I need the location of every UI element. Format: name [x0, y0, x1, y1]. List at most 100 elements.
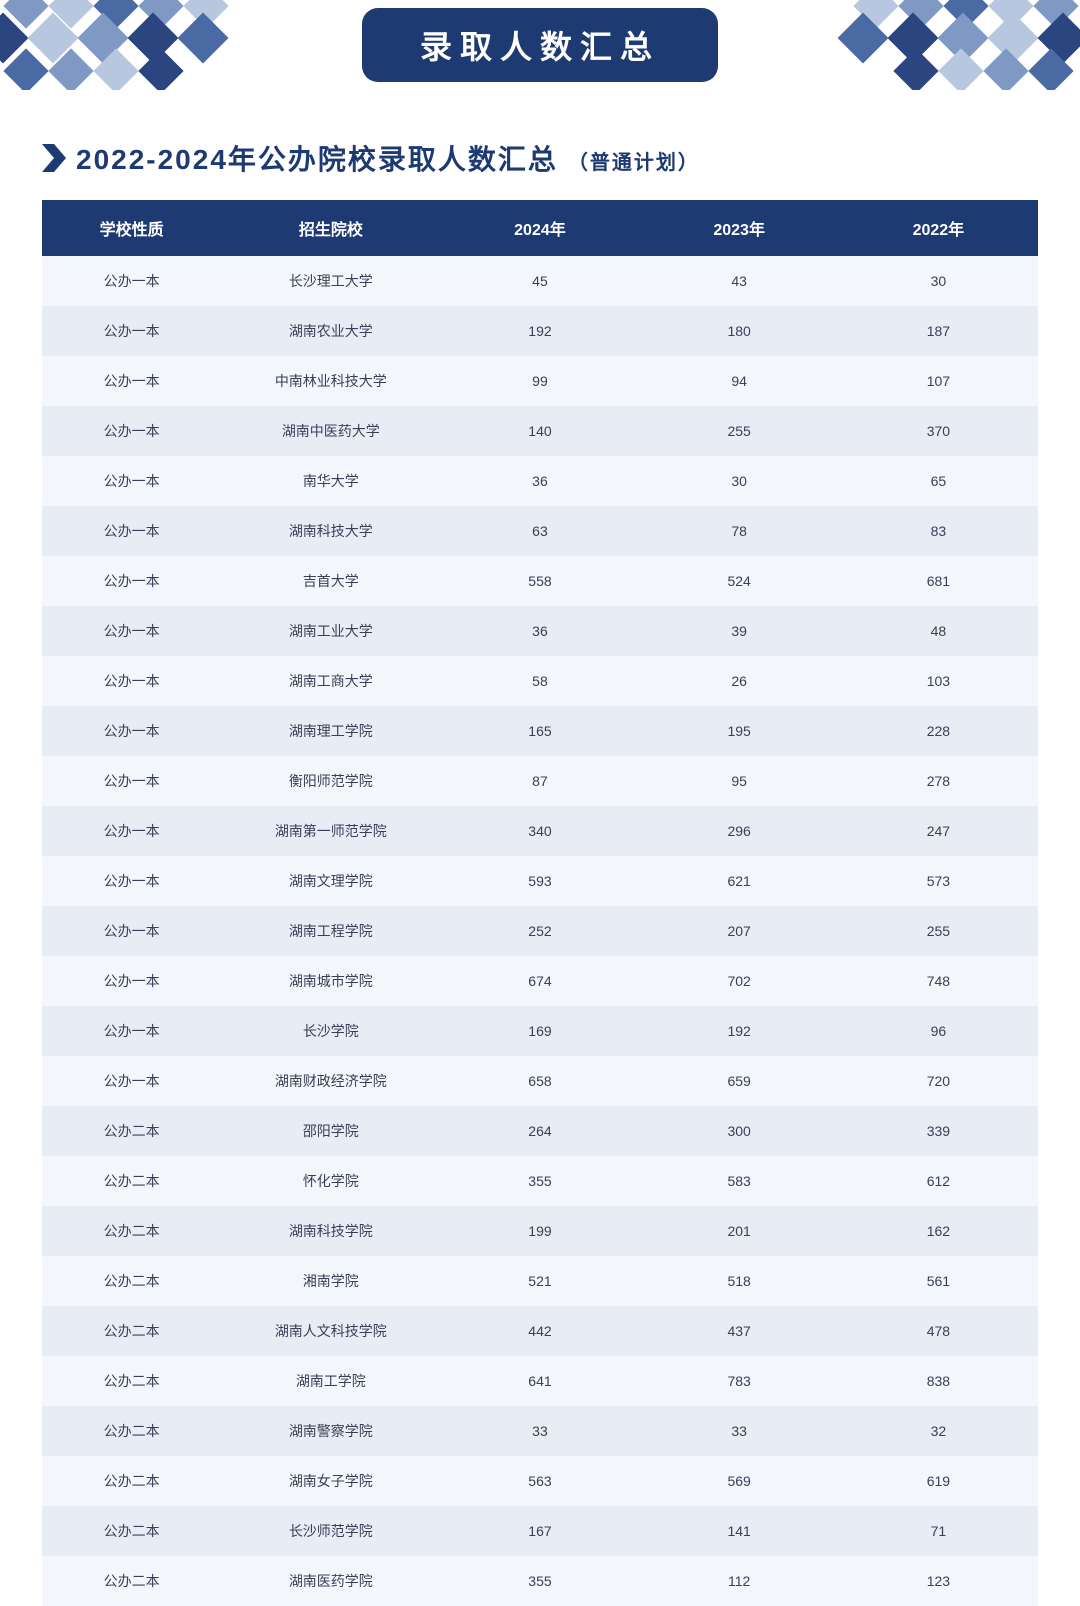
table-cell: 748 — [839, 956, 1038, 1006]
table-cell: 湖南科技大学 — [221, 506, 440, 556]
table-cell: 26 — [640, 656, 839, 706]
table-cell: 公办一本 — [42, 1056, 221, 1106]
table-cell: 165 — [440, 706, 639, 756]
table-cell: 吉首大学 — [221, 556, 440, 606]
table-cell: 583 — [640, 1156, 839, 1206]
table-cell: 湖南城市学院 — [221, 956, 440, 1006]
table-cell: 192 — [640, 1006, 839, 1056]
table-cell: 340 — [440, 806, 639, 856]
table-cell: 公办二本 — [42, 1456, 221, 1506]
table-cell: 43 — [640, 256, 839, 306]
table-header-row: 学校性质 招生院校 2024年 2023年 2022年 — [42, 200, 1038, 256]
table-cell: 593 — [440, 856, 639, 906]
table-cell: 湖南科技学院 — [221, 1206, 440, 1256]
table-cell: 252 — [440, 906, 639, 956]
table-cell: 201 — [640, 1206, 839, 1256]
table-cell: 720 — [839, 1056, 1038, 1106]
table-cell: 公办一本 — [42, 956, 221, 1006]
table-row: 公办一本湖南工业大学363948 — [42, 606, 1038, 656]
table-cell: 94 — [640, 356, 839, 406]
table-cell: 公办一本 — [42, 306, 221, 356]
col-header-type: 学校性质 — [42, 200, 221, 256]
table-cell: 619 — [839, 1456, 1038, 1506]
table-row: 公办二本湖南警察学院333332 — [42, 1406, 1038, 1456]
table-row: 公办一本南华大学363065 — [42, 456, 1038, 506]
table-cell: 长沙学院 — [221, 1006, 440, 1056]
table-cell: 99 — [440, 356, 639, 406]
table-cell: 湖南第一师范学院 — [221, 806, 440, 856]
table-cell: 湖南工学院 — [221, 1356, 440, 1406]
table-cell: 公办二本 — [42, 1356, 221, 1406]
table-cell: 195 — [640, 706, 839, 756]
table-cell: 公办一本 — [42, 606, 221, 656]
table-cell: 公办一本 — [42, 756, 221, 806]
table-row: 公办二本邵阳学院264300339 — [42, 1106, 1038, 1156]
heading-main: 2022-2024年公办院校录取人数汇总 — [76, 138, 558, 178]
table-cell: 邵阳学院 — [221, 1106, 440, 1156]
table-row: 公办二本湖南医药学院355112123 — [42, 1556, 1038, 1606]
table-cell: 中南林业科技大学 — [221, 356, 440, 406]
table-cell: 湖南工程学院 — [221, 906, 440, 956]
banner-decoration-left — [0, 0, 280, 90]
col-header-2022: 2022年 — [839, 200, 1038, 256]
table-cell: 180 — [640, 306, 839, 356]
table-cell: 674 — [440, 956, 639, 1006]
table-cell: 296 — [640, 806, 839, 856]
table-cell: 199 — [440, 1206, 639, 1256]
table-cell: 78 — [640, 506, 839, 556]
table-cell: 怀化学院 — [221, 1156, 440, 1206]
table-cell: 公办一本 — [42, 856, 221, 906]
table-row: 公办一本湖南科技大学637883 — [42, 506, 1038, 556]
table-cell: 公办一本 — [42, 506, 221, 556]
table-cell: 107 — [839, 356, 1038, 406]
table-cell: 湖南理工学院 — [221, 706, 440, 756]
table-cell: 公办二本 — [42, 1156, 221, 1206]
table-cell: 162 — [839, 1206, 1038, 1256]
table-cell: 838 — [839, 1356, 1038, 1406]
table-cell: 103 — [839, 656, 1038, 706]
table-cell: 521 — [440, 1256, 639, 1306]
table-cell: 518 — [640, 1256, 839, 1306]
table-cell: 长沙师范学院 — [221, 1506, 440, 1556]
table-cell: 573 — [839, 856, 1038, 906]
table-cell: 36 — [440, 456, 639, 506]
table-cell: 公办二本 — [42, 1206, 221, 1256]
table-row: 公办二本湖南女子学院563569619 — [42, 1456, 1038, 1506]
table-cell: 478 — [839, 1306, 1038, 1356]
table-cell: 264 — [440, 1106, 639, 1156]
table-row: 公办一本湖南农业大学192180187 — [42, 306, 1038, 356]
table-cell: 30 — [839, 256, 1038, 306]
table-cell: 33 — [440, 1406, 639, 1456]
table-cell: 湘南学院 — [221, 1256, 440, 1306]
admission-table: 学校性质 招生院校 2024年 2023年 2022年 公办一本长沙理工大学45… — [42, 200, 1038, 1606]
banner-title: 录取人数汇总 — [362, 8, 718, 82]
table-row: 公办一本衡阳师范学院8795278 — [42, 756, 1038, 806]
table-row: 公办一本湖南中医药大学140255370 — [42, 406, 1038, 456]
table-cell: 355 — [440, 1556, 639, 1606]
table-cell: 33 — [640, 1406, 839, 1456]
table-cell: 355 — [440, 1156, 639, 1206]
table-cell: 公办一本 — [42, 456, 221, 506]
table-cell: 370 — [839, 406, 1038, 456]
table-cell: 公办一本 — [42, 906, 221, 956]
table-cell: 湖南文理学院 — [221, 856, 440, 906]
table-cell: 442 — [440, 1306, 639, 1356]
table-row: 公办二本湖南人文科技学院442437478 — [42, 1306, 1038, 1356]
table-cell: 公办二本 — [42, 1256, 221, 1306]
table-cell: 湖南人文科技学院 — [221, 1306, 440, 1356]
table-cell: 公办一本 — [42, 656, 221, 706]
table-cell: 783 — [640, 1356, 839, 1406]
table-cell: 558 — [440, 556, 639, 606]
table-cell: 524 — [640, 556, 839, 606]
table-cell: 45 — [440, 256, 639, 306]
table-row: 公办一本湖南文理学院593621573 — [42, 856, 1038, 906]
table-cell: 123 — [839, 1556, 1038, 1606]
table-row: 公办二本长沙师范学院16714171 — [42, 1506, 1038, 1556]
table-cell: 702 — [640, 956, 839, 1006]
table-row: 公办一本长沙理工大学454330 — [42, 256, 1038, 306]
table-cell: 长沙理工大学 — [221, 256, 440, 306]
table-cell: 公办一本 — [42, 556, 221, 606]
table-cell: 公办二本 — [42, 1306, 221, 1356]
table-cell: 561 — [839, 1256, 1038, 1306]
table-cell: 南华大学 — [221, 456, 440, 506]
